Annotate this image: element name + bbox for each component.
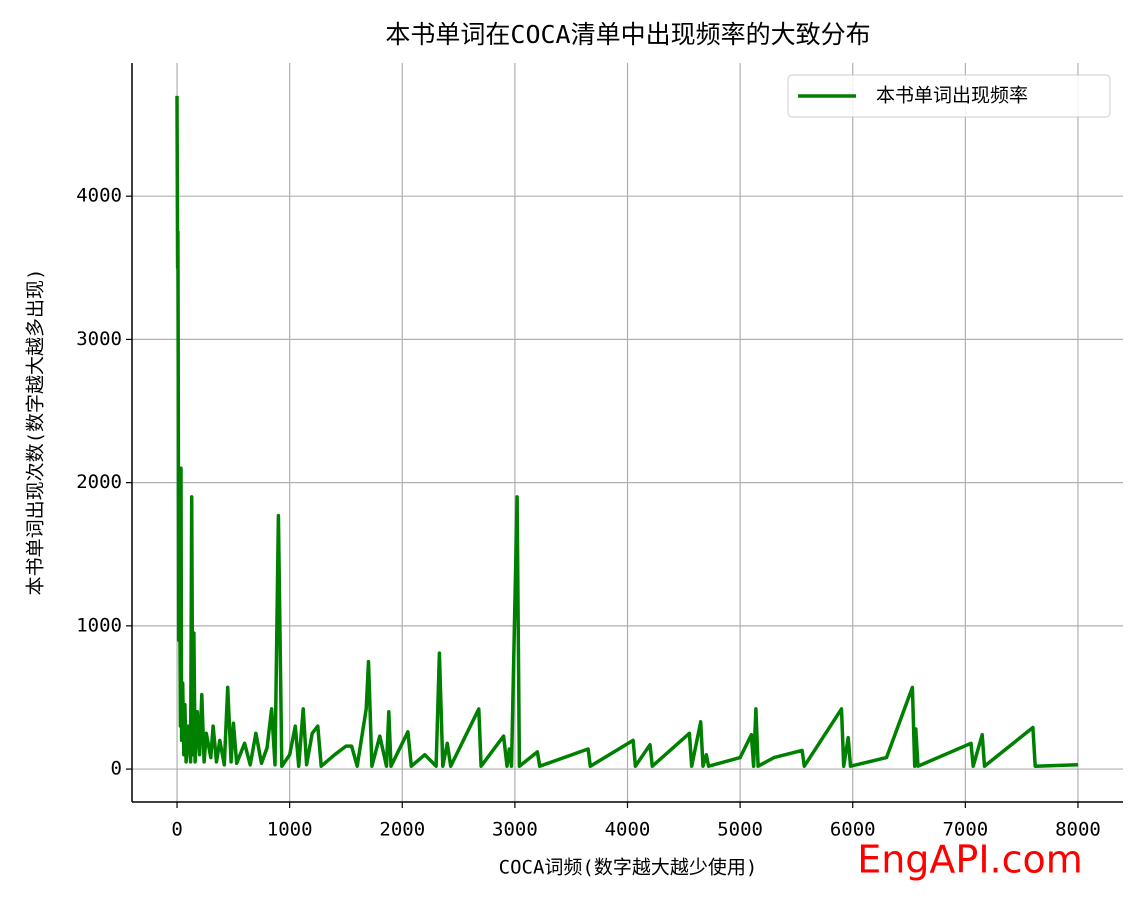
x-tick-label: 3000 [492, 819, 538, 841]
x-tick-label: 2000 [379, 819, 425, 841]
legend-label: 本书单词出现频率 [876, 85, 1028, 107]
chart-title: 本书单词在COCA清单中出现频率的大致分布 [385, 20, 870, 49]
x-tick-label: 5000 [717, 819, 763, 841]
y-tick-label: 2000 [76, 471, 122, 493]
x-tick-label: 7000 [942, 819, 988, 841]
x-tick-label: 6000 [830, 819, 876, 841]
watermark: EngAPI.com [857, 838, 1083, 882]
x-tick-label: 0 [171, 819, 182, 841]
y-tick-label: 0 [111, 758, 122, 780]
x-tick-label: 8000 [1055, 819, 1101, 841]
x-tick-label: 4000 [605, 819, 651, 841]
legend-box [787, 74, 1111, 118]
x-axis-label: COCA词频(数字越大越少使用) [499, 857, 758, 879]
y-axis-label: 本书单词出现次数(数字越大越多出现) [25, 269, 47, 596]
y-tick-label: 1000 [76, 614, 122, 636]
data-line [175, 95, 1079, 768]
y-tick-label: 4000 [76, 185, 122, 207]
y-tick-label: 3000 [76, 328, 122, 350]
x-tick-label: 1000 [267, 819, 313, 841]
